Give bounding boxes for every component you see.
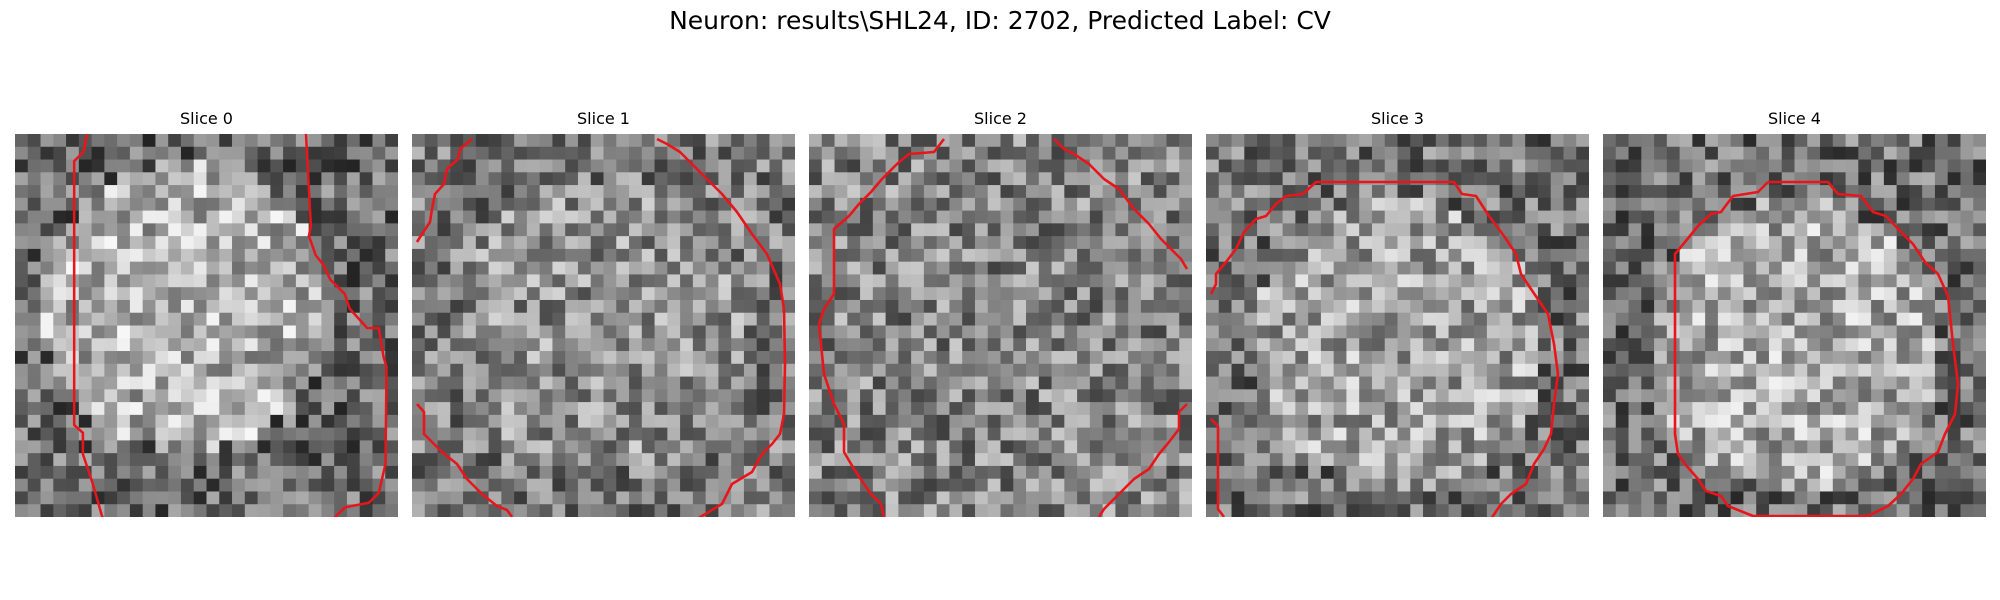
slice-title: Slice 0 <box>180 109 233 128</box>
neuron-contour-line <box>817 138 946 517</box>
slice-title: Slice 4 <box>1768 109 1821 128</box>
neuron-contour-line <box>1053 138 1189 270</box>
neuron-contour-line <box>72 134 388 517</box>
neuron-contour-line <box>415 138 473 243</box>
neuron-contour-line <box>1097 403 1188 517</box>
figure-title: Neuron: results\SHL24, ID: 2702, Predict… <box>669 6 1331 35</box>
slice-title: Slice 1 <box>577 109 630 128</box>
slice-panel-4: Slice 4 <box>1603 107 1986 517</box>
slice-panel-1: Slice 1 <box>412 107 795 517</box>
neuron-contour-line <box>1673 180 1960 517</box>
slice-image <box>412 134 795 517</box>
slice-title: Slice 3 <box>1371 109 1424 128</box>
slice-panel-0: Slice 0 <box>15 107 398 517</box>
slice-image <box>1603 134 1986 517</box>
slice-image <box>1206 134 1589 517</box>
neuron-contour-line <box>1210 418 1226 517</box>
neuron-contour-line <box>1209 180 1560 517</box>
slice-panel-3: Slice 3 <box>1206 107 1589 517</box>
slice-title: Slice 2 <box>974 109 1027 128</box>
neuron-contour-line <box>416 403 514 517</box>
slice-image <box>809 134 1192 517</box>
slice-image <box>15 134 398 517</box>
neuron-contour-line <box>656 137 787 517</box>
slice-panel-2: Slice 2 <box>809 107 1192 517</box>
